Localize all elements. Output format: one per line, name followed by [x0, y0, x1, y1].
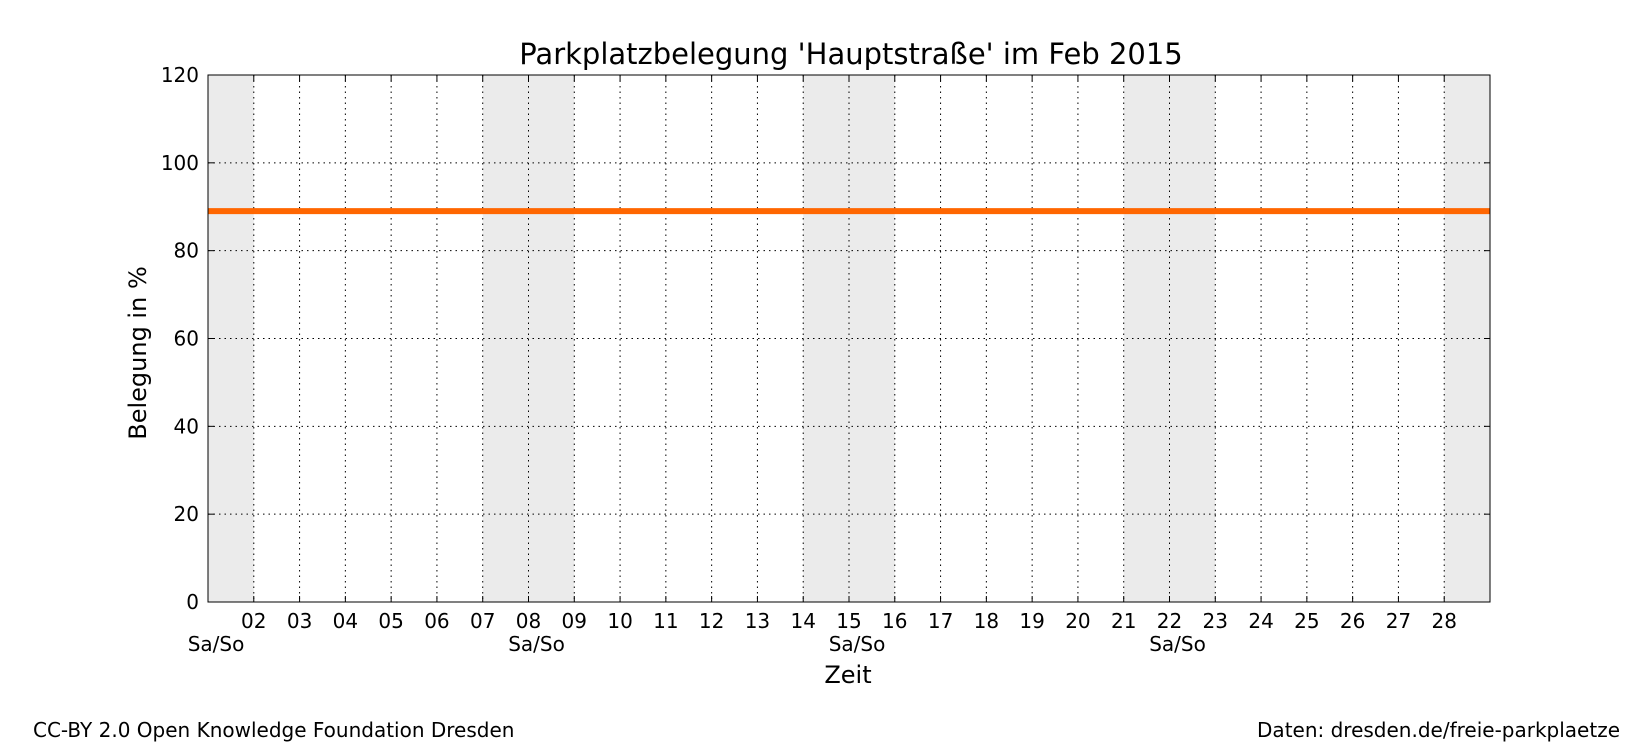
y-axis-label: Belegung in %	[124, 266, 152, 440]
license-footer: CC-BY 2.0 Open Knowledge Foundation Dres…	[33, 718, 515, 742]
x-tick-label: 24	[1248, 609, 1273, 633]
x-tick-label: 27	[1386, 609, 1411, 633]
grid	[208, 75, 1490, 602]
x-tick-label: 03	[287, 609, 312, 633]
x-tick-label: 23	[1203, 609, 1228, 633]
y-tick-label: 0	[186, 590, 199, 614]
x-tick-label: 26	[1340, 609, 1365, 633]
x-tick-label: 14	[790, 609, 815, 633]
x-tick-label: 25	[1294, 609, 1319, 633]
y-tick-label: 100	[161, 151, 199, 175]
x-tick-label: 07	[470, 609, 495, 633]
x-tick-label: 16	[882, 609, 907, 633]
weekend-label: Sa/So	[829, 632, 886, 656]
weekend-label: Sa/So	[508, 632, 565, 656]
x-tick-label: 15	[836, 609, 861, 633]
x-tick-label: 22	[1157, 609, 1182, 633]
chart-title: Parkplatzbelegung 'Hauptstraße' im Feb 2…	[519, 37, 1183, 71]
x-tick-label: 04	[333, 609, 358, 633]
x-tick-label: 10	[607, 609, 632, 633]
x-tick-label: 08	[516, 609, 541, 633]
x-tick-label: 11	[653, 609, 678, 633]
weekend-label: Sa/So	[1149, 632, 1206, 656]
x-tick-label: 12	[699, 609, 724, 633]
weekend-band	[1123, 75, 1216, 602]
x-axis-label: Zeit	[824, 661, 871, 689]
y-tick-label: 60	[174, 327, 199, 351]
y-tick-label: 120	[161, 63, 199, 87]
x-tick-label: 17	[928, 609, 953, 633]
x-tick-label: 18	[974, 609, 999, 633]
weekend-band	[803, 75, 895, 602]
weekend-label: Sa/So	[188, 632, 245, 656]
y-tick-label: 20	[174, 502, 199, 526]
x-tick-label: 28	[1431, 609, 1456, 633]
y-tick-label: 80	[174, 239, 199, 263]
data-source-footer: Daten: dresden.de/freie-parkplaetze	[1257, 718, 1620, 742]
x-tick-label: 21	[1111, 609, 1136, 633]
y-tick-label: 40	[174, 414, 199, 438]
x-tick-label: 05	[378, 609, 403, 633]
x-tick-label: 13	[745, 609, 770, 633]
x-tick-label: 19	[1019, 609, 1044, 633]
x-tick-label: 20	[1065, 609, 1090, 633]
x-tick-label: 09	[562, 609, 587, 633]
x-tick-label: 02	[241, 609, 266, 633]
x-tick-label: 06	[424, 609, 449, 633]
